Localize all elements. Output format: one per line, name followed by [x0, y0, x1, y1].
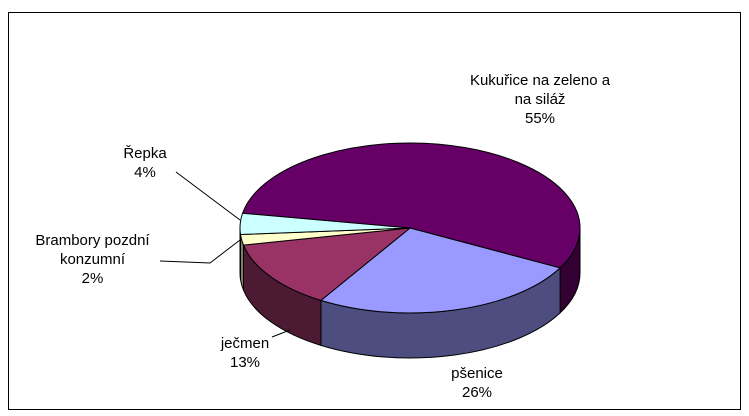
category-label: Řepka [123, 145, 167, 162]
pie-slice [241, 142, 581, 269]
category-label: Kukuřice na zeleno a na siláž [469, 72, 611, 108]
value-label: 4% [134, 164, 156, 181]
pie-slice [319, 227, 562, 314]
value-label: 26% [461, 384, 493, 401]
pie-slice [242, 227, 412, 301]
pie-slice [239, 212, 411, 236]
value-label: 13% [229, 354, 261, 371]
leader-line [175, 171, 241, 221]
pie [239, 142, 581, 359]
data-label: Brambory pozdní konzumní 2% [10, 231, 175, 288]
category-label: pšenice [451, 365, 503, 382]
data-label: ječmen 13% [200, 334, 290, 372]
category-label: Brambory pozdní konzumní [35, 232, 150, 268]
data-label: Řepka 4% [100, 144, 190, 182]
value-label: 55% [524, 110, 556, 127]
data-label: pšenice 26% [412, 364, 542, 402]
category-label: ječmen [220, 335, 270, 352]
data-label: Kukuřice na zeleno a na siláž 55% [465, 71, 615, 128]
leader-line [271, 329, 291, 338]
value-label: 2% [81, 270, 104, 287]
leader-line [159, 239, 241, 264]
